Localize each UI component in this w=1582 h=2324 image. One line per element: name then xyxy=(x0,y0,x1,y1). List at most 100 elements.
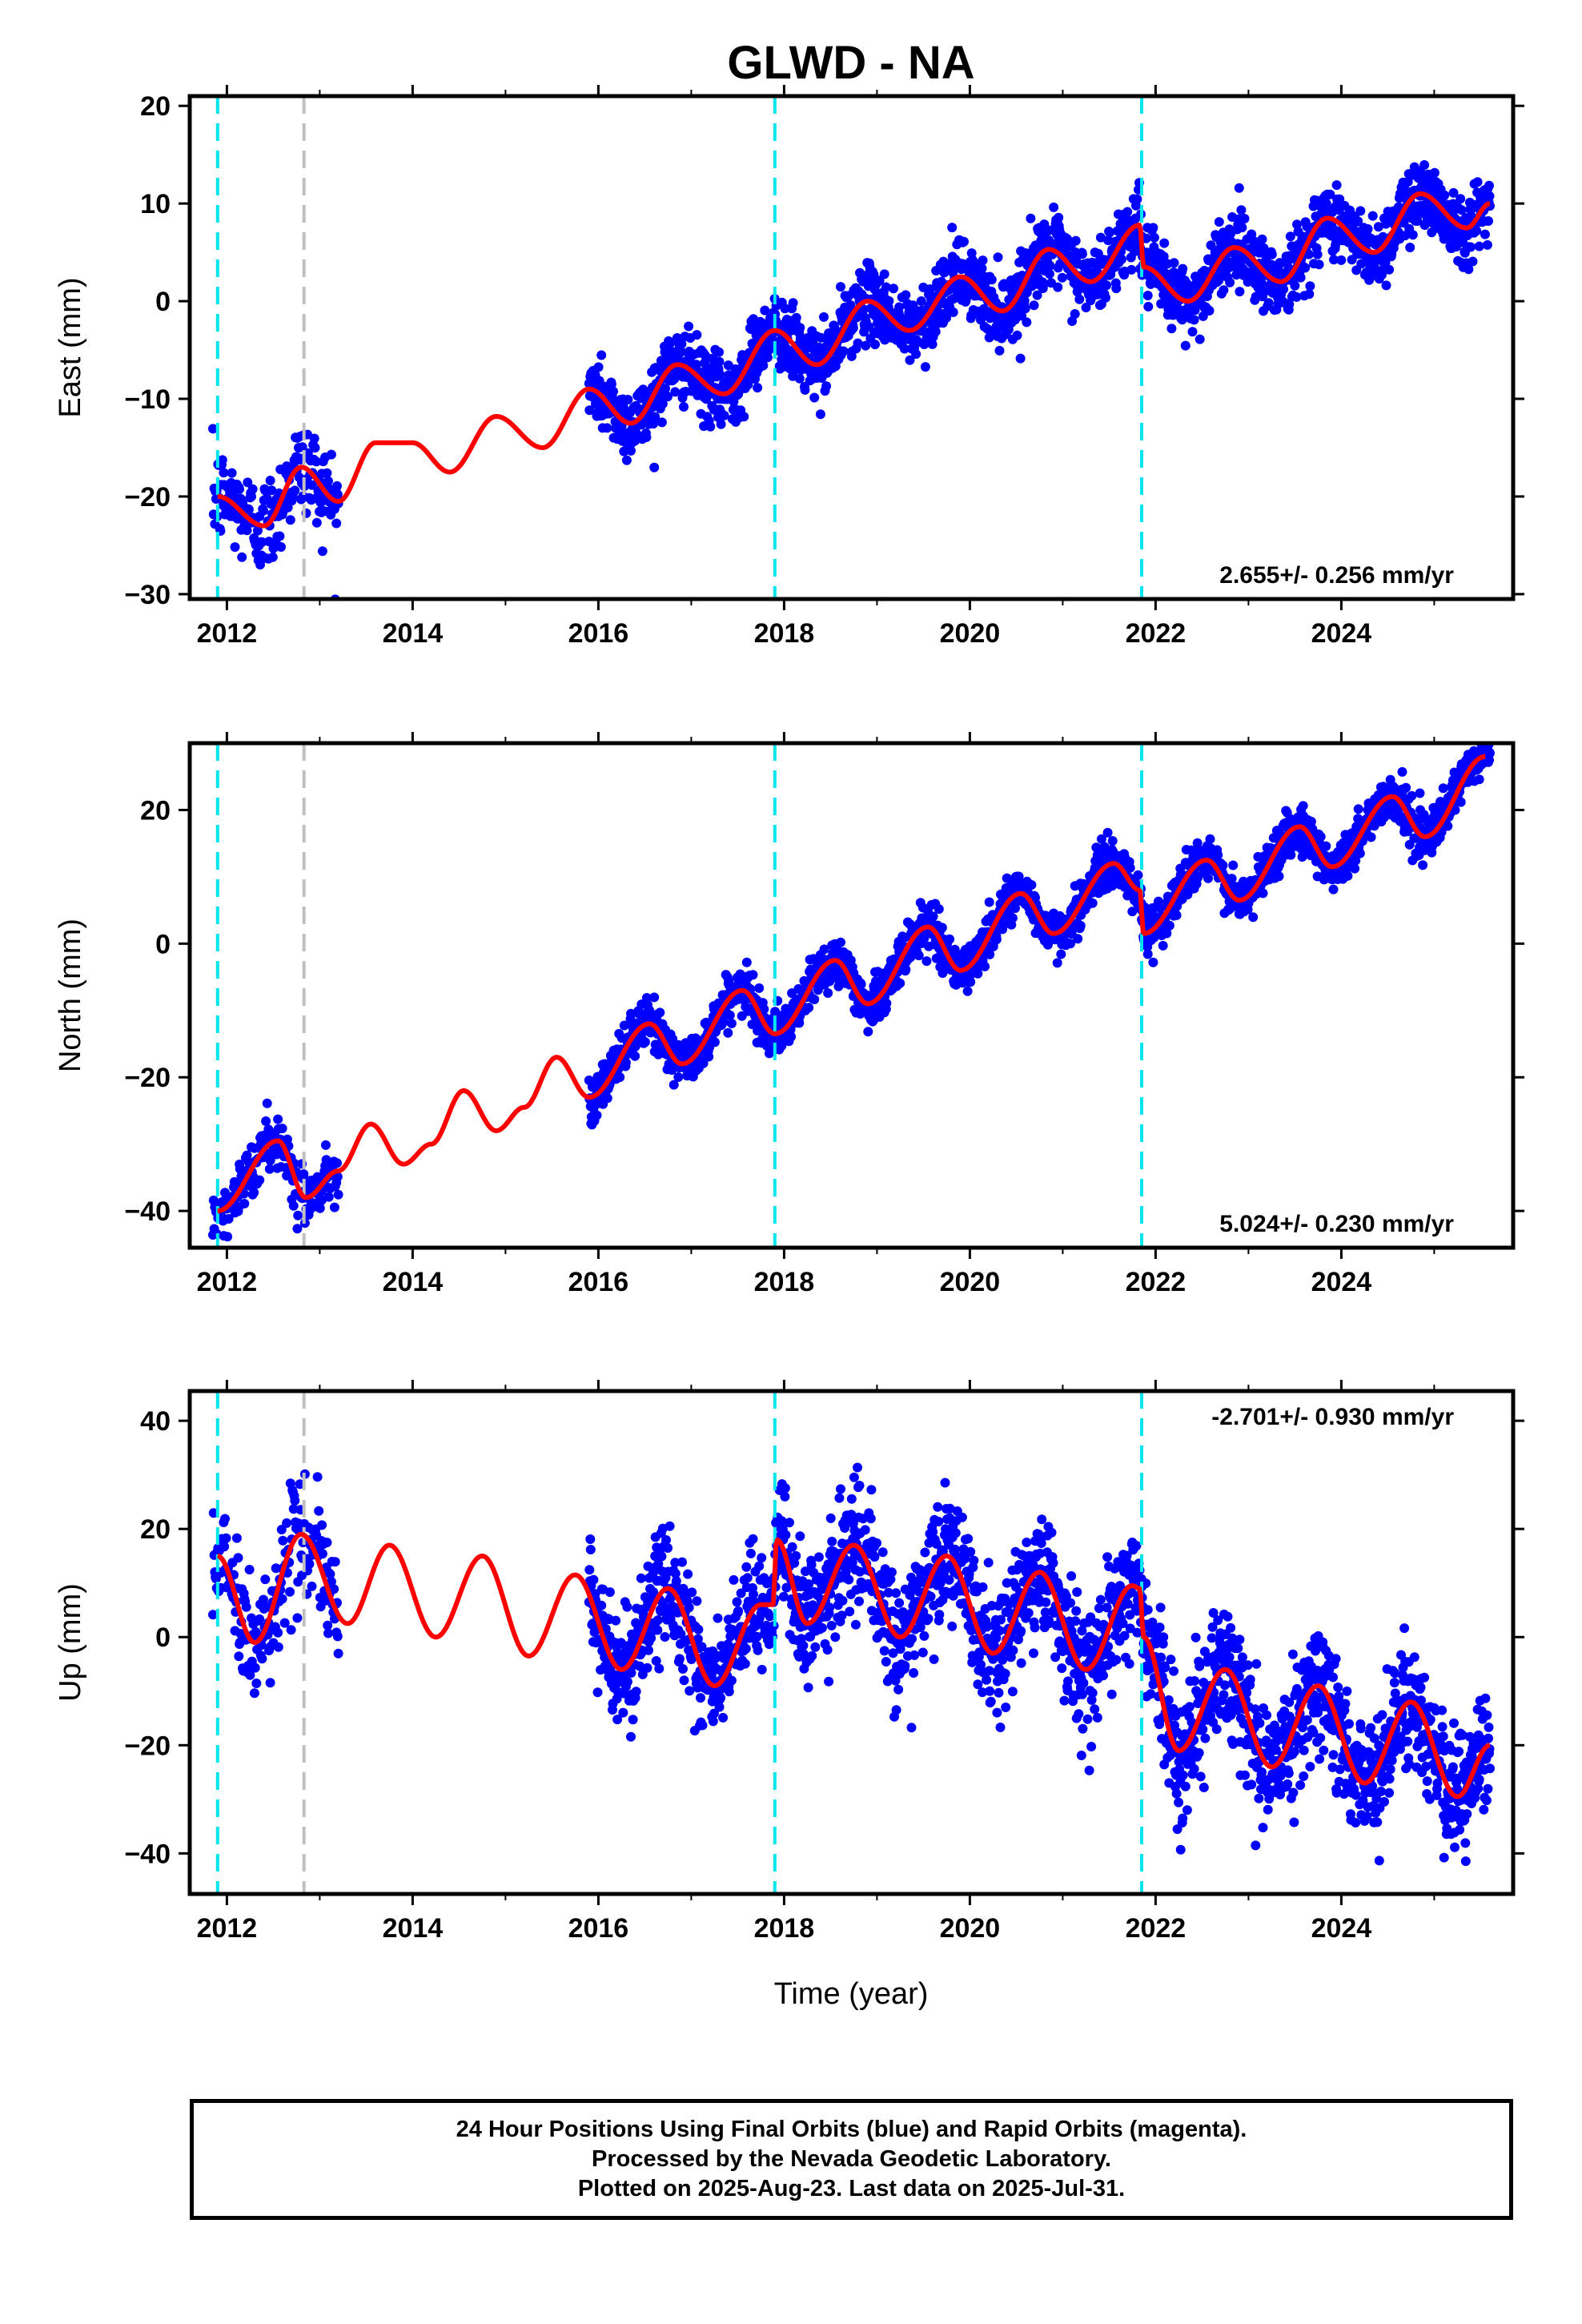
data-point xyxy=(1056,949,1066,959)
data-point xyxy=(1143,301,1154,312)
data-point xyxy=(748,970,758,980)
data-point xyxy=(223,504,234,514)
data-point xyxy=(821,381,832,392)
data-point xyxy=(1353,804,1363,814)
y-tick-label: 0 xyxy=(155,287,171,317)
data-point xyxy=(249,1188,259,1197)
data-point xyxy=(608,386,618,396)
data-point xyxy=(1007,913,1018,923)
data-point xyxy=(1044,269,1054,279)
data-point xyxy=(1053,282,1063,292)
data-point xyxy=(1275,258,1285,268)
data-point xyxy=(655,1007,665,1018)
data-point xyxy=(1073,934,1083,944)
data-point xyxy=(991,935,1002,944)
data-point xyxy=(1355,206,1366,216)
data-point xyxy=(741,957,752,967)
x-tick-label: 2024 xyxy=(1311,1267,1372,1297)
data-point xyxy=(1438,783,1448,794)
data-point xyxy=(743,380,753,390)
data-point xyxy=(255,1175,265,1185)
data-point xyxy=(677,339,687,349)
data-point xyxy=(791,312,801,323)
data-point xyxy=(1484,191,1495,201)
data-point xyxy=(913,951,924,961)
data-point xyxy=(786,1031,797,1042)
data-point xyxy=(1472,226,1482,236)
y-tick-label: −30 xyxy=(124,580,171,610)
data-point xyxy=(1074,294,1085,304)
data-point xyxy=(623,395,633,404)
y-tick-label: −10 xyxy=(124,384,171,415)
data-point xyxy=(1343,870,1353,881)
data-point xyxy=(285,515,295,525)
data-point xyxy=(626,445,636,456)
data-point xyxy=(1315,831,1326,842)
data-point xyxy=(836,937,845,947)
data-point xyxy=(237,552,247,562)
up-panel: 2012 2014 2016 2018 2020 2022 2024−40−2002040U… xyxy=(54,1380,1524,1944)
north-panel: 2012 2014 2016 2018 2020 2022 2024−40−20020Nor… xyxy=(54,732,1524,1297)
data-point xyxy=(1295,272,1306,283)
data-point xyxy=(673,1072,684,1082)
x-tick-label: 2014 xyxy=(383,618,444,649)
x-tick-label: 2022 xyxy=(1126,1267,1186,1297)
y-tick-label: −20 xyxy=(124,1063,171,1093)
data-point xyxy=(670,387,681,397)
data-point xyxy=(615,1072,625,1083)
data-point xyxy=(1052,958,1062,968)
data-point xyxy=(937,923,947,933)
data-point xyxy=(656,417,667,428)
data-point xyxy=(819,312,829,322)
data-point xyxy=(592,1110,602,1120)
data-point xyxy=(247,492,256,502)
data-point xyxy=(1171,910,1182,920)
data-point xyxy=(297,442,307,452)
data-point xyxy=(815,409,825,420)
data-point xyxy=(1038,279,1049,289)
data-point xyxy=(234,1651,244,1662)
data-point xyxy=(709,1037,720,1047)
data-point xyxy=(848,323,858,333)
data-point xyxy=(916,296,926,306)
data-point xyxy=(1472,177,1483,187)
plot-area xyxy=(208,743,1495,1248)
y-axis-label: North (mm) xyxy=(54,919,87,1072)
data-point xyxy=(715,369,725,380)
data-point xyxy=(309,433,319,444)
data-point xyxy=(1381,280,1391,291)
data-point xyxy=(1225,277,1235,287)
data-point xyxy=(1298,801,1308,811)
data-point xyxy=(679,402,689,412)
data-point xyxy=(1164,920,1174,931)
y-tick-label: −40 xyxy=(124,1196,171,1227)
data-point xyxy=(273,1114,283,1124)
data-point xyxy=(921,956,932,967)
data-point xyxy=(242,525,252,536)
data-point xyxy=(980,961,990,971)
data-point xyxy=(1257,278,1267,288)
data-point xyxy=(1397,766,1407,777)
data-point xyxy=(930,327,941,337)
y-tick-label: −20 xyxy=(124,482,171,513)
data-point xyxy=(753,383,763,393)
data-point xyxy=(1205,834,1215,844)
data-point xyxy=(267,552,278,562)
data-point xyxy=(217,455,227,465)
data-point xyxy=(863,1027,873,1037)
data-point xyxy=(317,546,327,557)
data-point xyxy=(920,362,930,372)
data-point xyxy=(836,282,845,292)
data-point xyxy=(1142,291,1153,300)
data-point xyxy=(1456,194,1466,204)
data-point xyxy=(1274,871,1284,882)
x-tick-label: 2012 xyxy=(197,618,258,649)
data-point xyxy=(322,468,332,478)
x-tick-label: 2016 xyxy=(568,618,629,649)
x-tick-label: 2012 xyxy=(197,1267,258,1297)
data-point xyxy=(243,505,254,515)
data-point xyxy=(1204,306,1215,316)
plot-area xyxy=(208,1391,1495,1894)
data-point xyxy=(315,1203,325,1213)
data-point xyxy=(1045,260,1055,271)
